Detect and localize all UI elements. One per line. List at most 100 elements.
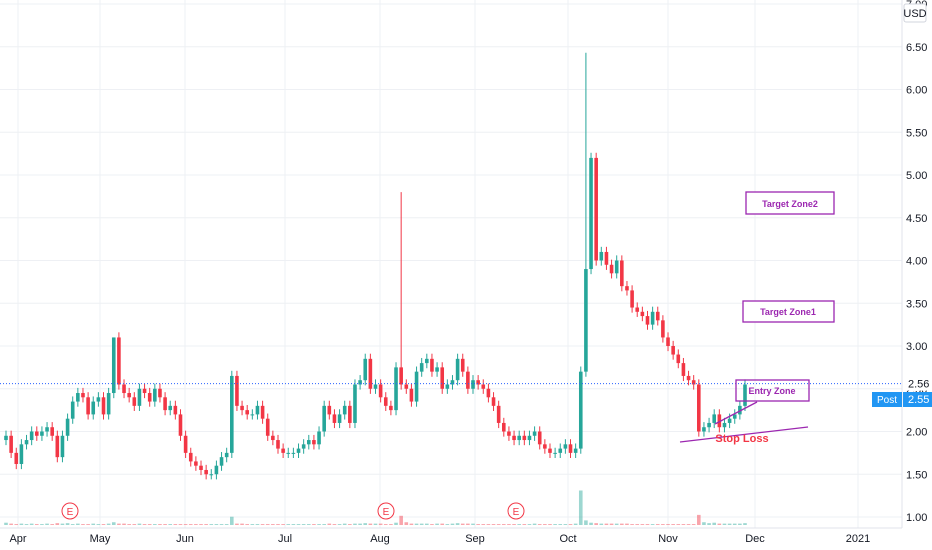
candle-body xyxy=(301,444,306,449)
candle-body xyxy=(594,157,598,261)
volume-bar xyxy=(306,524,311,525)
candle-body xyxy=(55,435,60,458)
svg-text:Target Zone2: Target Zone2 xyxy=(762,199,818,209)
volume-bar xyxy=(430,524,434,525)
volume-bar xyxy=(127,524,131,525)
volume-bar xyxy=(532,523,537,525)
candle-body xyxy=(230,375,234,453)
price-axis[interactable]: 1.001.502.002.503.003.504.004.505.005.50… xyxy=(906,0,927,524)
earnings-marker[interactable]: E xyxy=(377,502,395,520)
volume-bar xyxy=(645,524,650,525)
volume-bar xyxy=(409,523,414,525)
candle-body xyxy=(378,384,383,398)
volume-bar xyxy=(34,524,39,525)
volume-bar xyxy=(312,524,316,525)
candle-body xyxy=(496,405,501,423)
volume-bar xyxy=(14,524,19,525)
volume-bar xyxy=(60,523,65,525)
candle-body xyxy=(111,337,116,394)
volume-bar xyxy=(486,524,491,525)
candle-body xyxy=(681,363,686,376)
volume-bar xyxy=(378,523,383,525)
candle-body xyxy=(122,384,126,394)
candle-body xyxy=(589,157,593,270)
volume-bar xyxy=(743,523,747,525)
candle-body xyxy=(476,380,480,385)
volume-bar xyxy=(327,523,332,525)
last-price-badge: 2.56 xyxy=(903,375,932,391)
candle-body xyxy=(91,401,96,415)
candle-body xyxy=(466,371,470,389)
candle-body xyxy=(81,393,85,398)
volume-bar xyxy=(558,524,563,525)
candle-body xyxy=(260,405,265,419)
entry-zone[interactable]: Entry Zone xyxy=(735,379,810,402)
candle-body xyxy=(199,465,203,470)
volume-bar xyxy=(599,523,604,525)
volume-bar xyxy=(240,523,244,525)
candle-body xyxy=(630,290,634,308)
volume-bar xyxy=(291,524,296,525)
candle-body xyxy=(455,358,460,381)
candle-body xyxy=(471,380,475,389)
candle-body xyxy=(312,440,316,445)
candle-body xyxy=(399,367,403,385)
volume-bar xyxy=(194,524,198,525)
volume-bar xyxy=(250,524,255,525)
candle-body xyxy=(620,260,624,287)
candle-body xyxy=(548,448,552,453)
candle-body xyxy=(573,448,578,453)
candle-body xyxy=(507,431,511,436)
svg-text:E: E xyxy=(513,507,520,518)
target-zone-1[interactable]: Target Zone1 xyxy=(742,300,835,323)
time-tick-label: Dec xyxy=(745,533,765,545)
volume-bar xyxy=(158,524,162,525)
candle-body xyxy=(194,461,198,466)
candle-body xyxy=(430,358,434,372)
volume-bar xyxy=(460,523,465,525)
price-tick-label: 6.00 xyxy=(906,85,927,97)
candle-body xyxy=(168,405,173,411)
volume-bar xyxy=(640,524,645,525)
time-axis[interactable]: Apr May Jun Jul Aug Sep Oct Nov Dec 2021 xyxy=(9,533,870,545)
volume-bar xyxy=(481,524,486,525)
post-price-badge: Post 2.55 xyxy=(872,392,932,407)
stop-loss-line[interactable] xyxy=(679,426,809,443)
candle-body xyxy=(363,358,368,381)
earnings-marker[interactable]: E xyxy=(507,502,525,520)
volume-bar xyxy=(404,522,409,525)
volume-bar xyxy=(255,524,260,525)
entry-trend-line[interactable] xyxy=(714,401,758,425)
candle-body xyxy=(501,422,506,432)
volume-bar xyxy=(717,523,722,525)
candle-body xyxy=(440,367,445,389)
volume-bar xyxy=(353,523,357,525)
volume-bar xyxy=(589,522,593,525)
volume-bar xyxy=(219,524,224,525)
candle-body xyxy=(40,431,44,436)
volume-bar xyxy=(214,524,219,525)
volume-bar xyxy=(337,524,342,525)
candle-body xyxy=(486,388,491,398)
price-tick-label: 3.50 xyxy=(906,298,927,310)
volume-bar xyxy=(512,524,516,525)
post-label: Post xyxy=(877,395,897,406)
earnings-marker[interactable]: E xyxy=(61,502,79,520)
candle-body xyxy=(599,251,604,261)
currency-box[interactable] xyxy=(903,3,927,23)
candle-body xyxy=(635,307,640,312)
volume-bar xyxy=(702,522,706,525)
candle-body xyxy=(60,435,65,458)
time-tick-label: Aug xyxy=(370,533,390,545)
candle-body xyxy=(409,388,414,402)
candle-body xyxy=(517,435,521,441)
volume-bar xyxy=(260,524,265,525)
time-tick-label: Sep xyxy=(465,533,485,545)
svg-text:Target Zone1: Target Zone1 xyxy=(760,307,816,317)
time-tick-label: Jul xyxy=(278,533,292,545)
candle-body xyxy=(527,435,532,441)
candle-body xyxy=(86,397,90,415)
candle-body xyxy=(214,465,219,475)
target-zone-2[interactable]: Target Zone2 xyxy=(745,191,835,215)
